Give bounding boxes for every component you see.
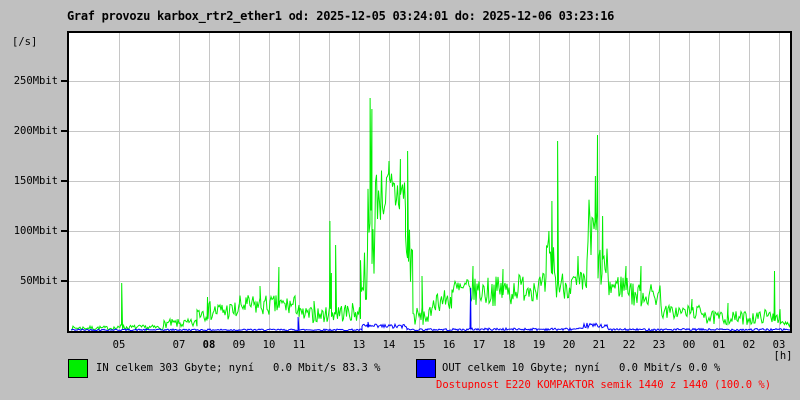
y-axis-unit: [/s]	[12, 36, 38, 48]
x-tick-label: 22	[622, 339, 636, 351]
traffic-chart-svg	[69, 33, 790, 331]
x-tick-label: 14	[382, 339, 396, 351]
plot-area	[67, 31, 792, 333]
out-traffic-line	[70, 287, 790, 331]
x-tick-label: 23	[652, 339, 666, 351]
x-tick-label: 09	[232, 339, 246, 351]
x-tick-label: 03	[772, 339, 786, 351]
y-tick-mark	[61, 130, 68, 132]
availability-text: Dostupnost E220 KOMPAKTOR semik 1440 z 1…	[436, 379, 772, 391]
x-tick-label: 11	[292, 339, 306, 351]
y-tick-label: 150Mbit	[13, 175, 58, 187]
y-tick-mark	[61, 80, 68, 82]
x-tick-label: 18	[502, 339, 516, 351]
x-tick-label: 16	[442, 339, 456, 351]
graph-title: Graf provozu karbox_rtr2_ether1 od: 2025…	[67, 9, 615, 23]
x-tick-label: 02	[742, 339, 756, 351]
x-tick-label: 17	[472, 339, 486, 351]
y-tick-label: 100Mbit	[13, 225, 58, 237]
in-traffic-line	[70, 97, 790, 331]
x-tick-label: 20	[562, 339, 576, 351]
x-tick-label: 19	[532, 339, 546, 351]
y-tick-label: 250Mbit	[13, 75, 58, 87]
x-axis-unit: [h]	[773, 350, 793, 362]
legend-out-swatch	[416, 359, 436, 378]
legend-in-swatch	[68, 359, 88, 378]
x-tick-label: 07	[172, 339, 186, 351]
legend-in-label: IN celkem 303 Gbyte; nyní 0.0 Mbit/s 83.…	[96, 362, 381, 374]
x-tick-label: 08	[202, 339, 216, 351]
x-tick-label: 13	[352, 339, 366, 351]
y-tick-label: 50Mbit	[20, 275, 58, 287]
x-tick-label: 15	[412, 339, 426, 351]
y-tick-mark	[61, 280, 68, 282]
x-tick-label: 00	[682, 339, 696, 351]
x-tick-label: 05	[112, 339, 126, 351]
x-tick-label: 01	[712, 339, 726, 351]
x-tick-label: 10	[262, 339, 276, 351]
legend-out-label: OUT celkem 10 Gbyte; nyní 0.0 Mbit/s 0.0…	[442, 362, 721, 374]
y-tick-mark	[61, 230, 68, 232]
x-tick-label: 21	[592, 339, 606, 351]
y-tick-mark	[61, 180, 68, 182]
y-tick-label: 200Mbit	[13, 125, 58, 137]
